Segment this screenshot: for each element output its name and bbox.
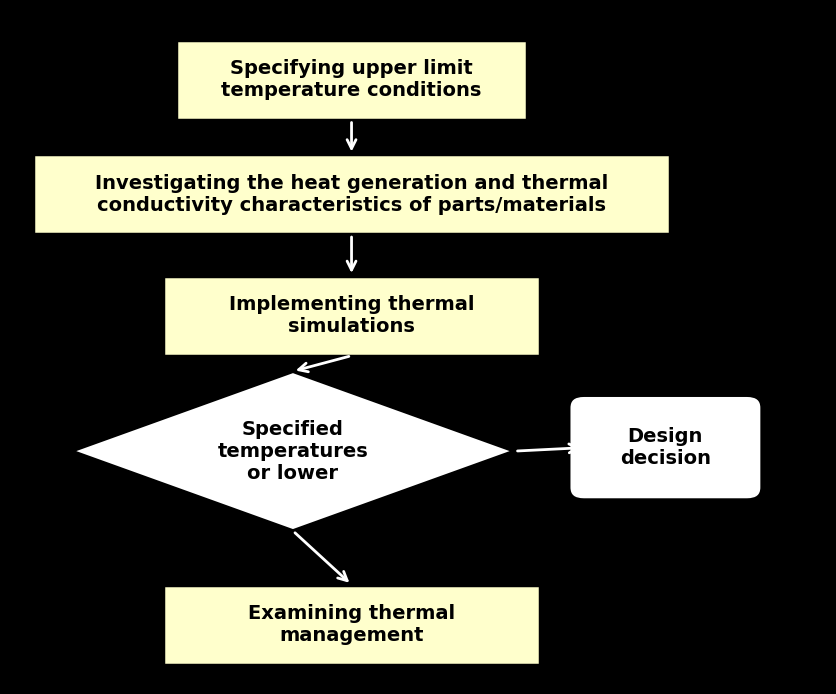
Polygon shape (71, 371, 514, 531)
Text: Specifying upper limit
temperature conditions: Specifying upper limit temperature condi… (221, 59, 482, 101)
Text: Examining thermal
management: Examining thermal management (247, 604, 455, 645)
Text: Specified
temperatures
or lower: Specified temperatures or lower (217, 420, 368, 482)
FancyBboxPatch shape (33, 155, 669, 235)
Text: Investigating the heat generation and thermal
conductivity characteristics of pa: Investigating the heat generation and th… (94, 174, 608, 215)
FancyBboxPatch shape (163, 276, 539, 355)
FancyBboxPatch shape (163, 584, 539, 665)
FancyBboxPatch shape (176, 40, 527, 120)
Text: Design
decision: Design decision (619, 427, 710, 468)
FancyBboxPatch shape (568, 396, 761, 500)
Text: Implementing thermal
simulations: Implementing thermal simulations (228, 295, 474, 337)
